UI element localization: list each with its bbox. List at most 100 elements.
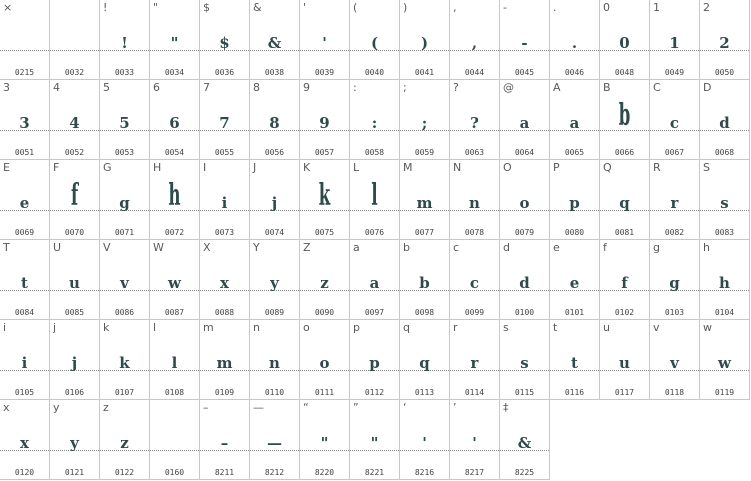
- glyph-cell[interactable]: 5 5 0053: [100, 80, 150, 160]
- glyph-cell[interactable]: 0032: [50, 0, 100, 80]
- glyph-cell[interactable]: 0 0 0048: [600, 0, 650, 80]
- glyph-cell-key-label: 3: [3, 81, 10, 94]
- glyph-sample: n: [469, 194, 480, 212]
- glyph-cell[interactable]: 2 2 0050: [700, 0, 750, 80]
- glyph-cell[interactable]: r r 0114: [450, 320, 500, 400]
- glyph-cell[interactable]: u u 0117: [600, 320, 650, 400]
- glyph-cell[interactable]: g g 0103: [650, 240, 700, 320]
- glyph-cell[interactable]: t t 0116: [550, 320, 600, 400]
- glyph-cell[interactable]: 9 9 0057: [300, 80, 350, 160]
- glyph-cell-code: 0119: [714, 388, 735, 397]
- glyph-cell[interactable]: f f 0102: [600, 240, 650, 320]
- glyph-cell-key-label: M: [403, 161, 413, 174]
- glyph-cell[interactable]: o o 0111: [300, 320, 350, 400]
- glyph-cell[interactable]: - - 0045: [500, 0, 550, 80]
- glyph-cell-key-label: I: [203, 161, 207, 174]
- glyph-cell[interactable]: ” " 8221: [350, 400, 400, 480]
- glyph-cell[interactable]: ‡ & 8225: [500, 400, 550, 480]
- glyph-sample: :: [371, 114, 378, 132]
- glyph-cell[interactable]: d d 0100: [500, 240, 550, 320]
- glyph-cell[interactable]: ' ' 0039: [300, 0, 350, 80]
- glyph-cell[interactable]: y y 0121: [50, 400, 100, 480]
- glyph-cell[interactable]: – – 8211: [200, 400, 250, 480]
- glyph-cell[interactable]: “ " 8220: [300, 400, 350, 480]
- glyph-cell[interactable]: @ a 0064: [500, 80, 550, 160]
- glyph-cell[interactable]: p p 0112: [350, 320, 400, 400]
- glyph-cell[interactable]: q q 0113: [400, 320, 450, 400]
- glyph-cell[interactable]: h h 0104: [700, 240, 750, 320]
- glyph-cell[interactable]: 8 8 0056: [250, 80, 300, 160]
- glyph-cell[interactable]: ’ ' 8217: [450, 400, 500, 480]
- glyph-sample: h: [719, 274, 730, 292]
- glyph-baseline-guide: [100, 210, 149, 211]
- glyph-cell[interactable]: 3 3 0051: [0, 80, 50, 160]
- glyph-cell[interactable]: s s 0115: [500, 320, 550, 400]
- glyph-cell[interactable]: c c 0099: [450, 240, 500, 320]
- glyph-cell-key-label: B: [603, 81, 611, 94]
- glyph-cell[interactable]: i i 0105: [0, 320, 50, 400]
- glyph-cell[interactable]: & & 0038: [250, 0, 300, 80]
- glyph-cell[interactable]: × 0215: [0, 0, 50, 80]
- glyph-cell[interactable]: 4 4 0052: [50, 80, 100, 160]
- glyph-cell[interactable]: b b 0098: [400, 240, 450, 320]
- glyph-cell[interactable]: ?? 0063: [450, 80, 500, 160]
- glyph-cell[interactable]: $ $0036: [200, 0, 250, 80]
- glyph-cell[interactable]: .. 0046: [550, 0, 600, 80]
- glyph-cell[interactable]: 7 7 0055: [200, 80, 250, 160]
- glyph-cell[interactable]: 6 6 0054: [150, 80, 200, 160]
- glyph-sample: l: [371, 178, 378, 213]
- glyph-sample: s: [520, 354, 529, 372]
- glyph-cell[interactable]: )) 0041: [400, 0, 450, 80]
- glyph-cell-code: 0108: [164, 388, 185, 397]
- glyph-cell[interactable]: k k 0107: [100, 320, 150, 400]
- glyph-cell[interactable]: 0160: [150, 400, 200, 480]
- glyph-cell[interactable]: ;; 0059: [400, 80, 450, 160]
- glyph-cell[interactable]: l l 0108: [150, 320, 200, 400]
- glyph-cell[interactable]: ((0040: [350, 0, 400, 80]
- glyph-cell-key-label: T: [3, 241, 10, 254]
- glyph-cell[interactable]: ::0058: [350, 80, 400, 160]
- glyph-cell[interactable]: 1 1 0049: [650, 0, 700, 80]
- glyph-cell[interactable]: n n 0110: [250, 320, 300, 400]
- glyph-cell[interactable]: " " 0034: [150, 0, 200, 80]
- glyph-cell[interactable]: m m 0109: [200, 320, 250, 400]
- glyph-cell[interactable]: — — 8212: [250, 400, 300, 480]
- glyph-baseline-guide: [400, 50, 449, 51]
- glyph-cell[interactable]: !! 0033: [100, 0, 150, 80]
- glyph-cell[interactable]: e e 0101: [550, 240, 600, 320]
- glyph-cell[interactable]: ‘ ' 8216: [400, 400, 450, 480]
- glyph-cell[interactable]: ,, 0044: [450, 0, 500, 80]
- glyph-cell[interactable]: x x 0120: [0, 400, 50, 480]
- glyph-cell[interactable]: z z 0122: [100, 400, 150, 480]
- glyph-cell[interactable]: w w 0119: [700, 320, 750, 400]
- glyph-cell[interactable]: v v 0118: [650, 320, 700, 400]
- glyph-cell[interactable]: a a 0097: [350, 240, 400, 320]
- glyph-cell[interactable]: j j 0106: [50, 320, 100, 400]
